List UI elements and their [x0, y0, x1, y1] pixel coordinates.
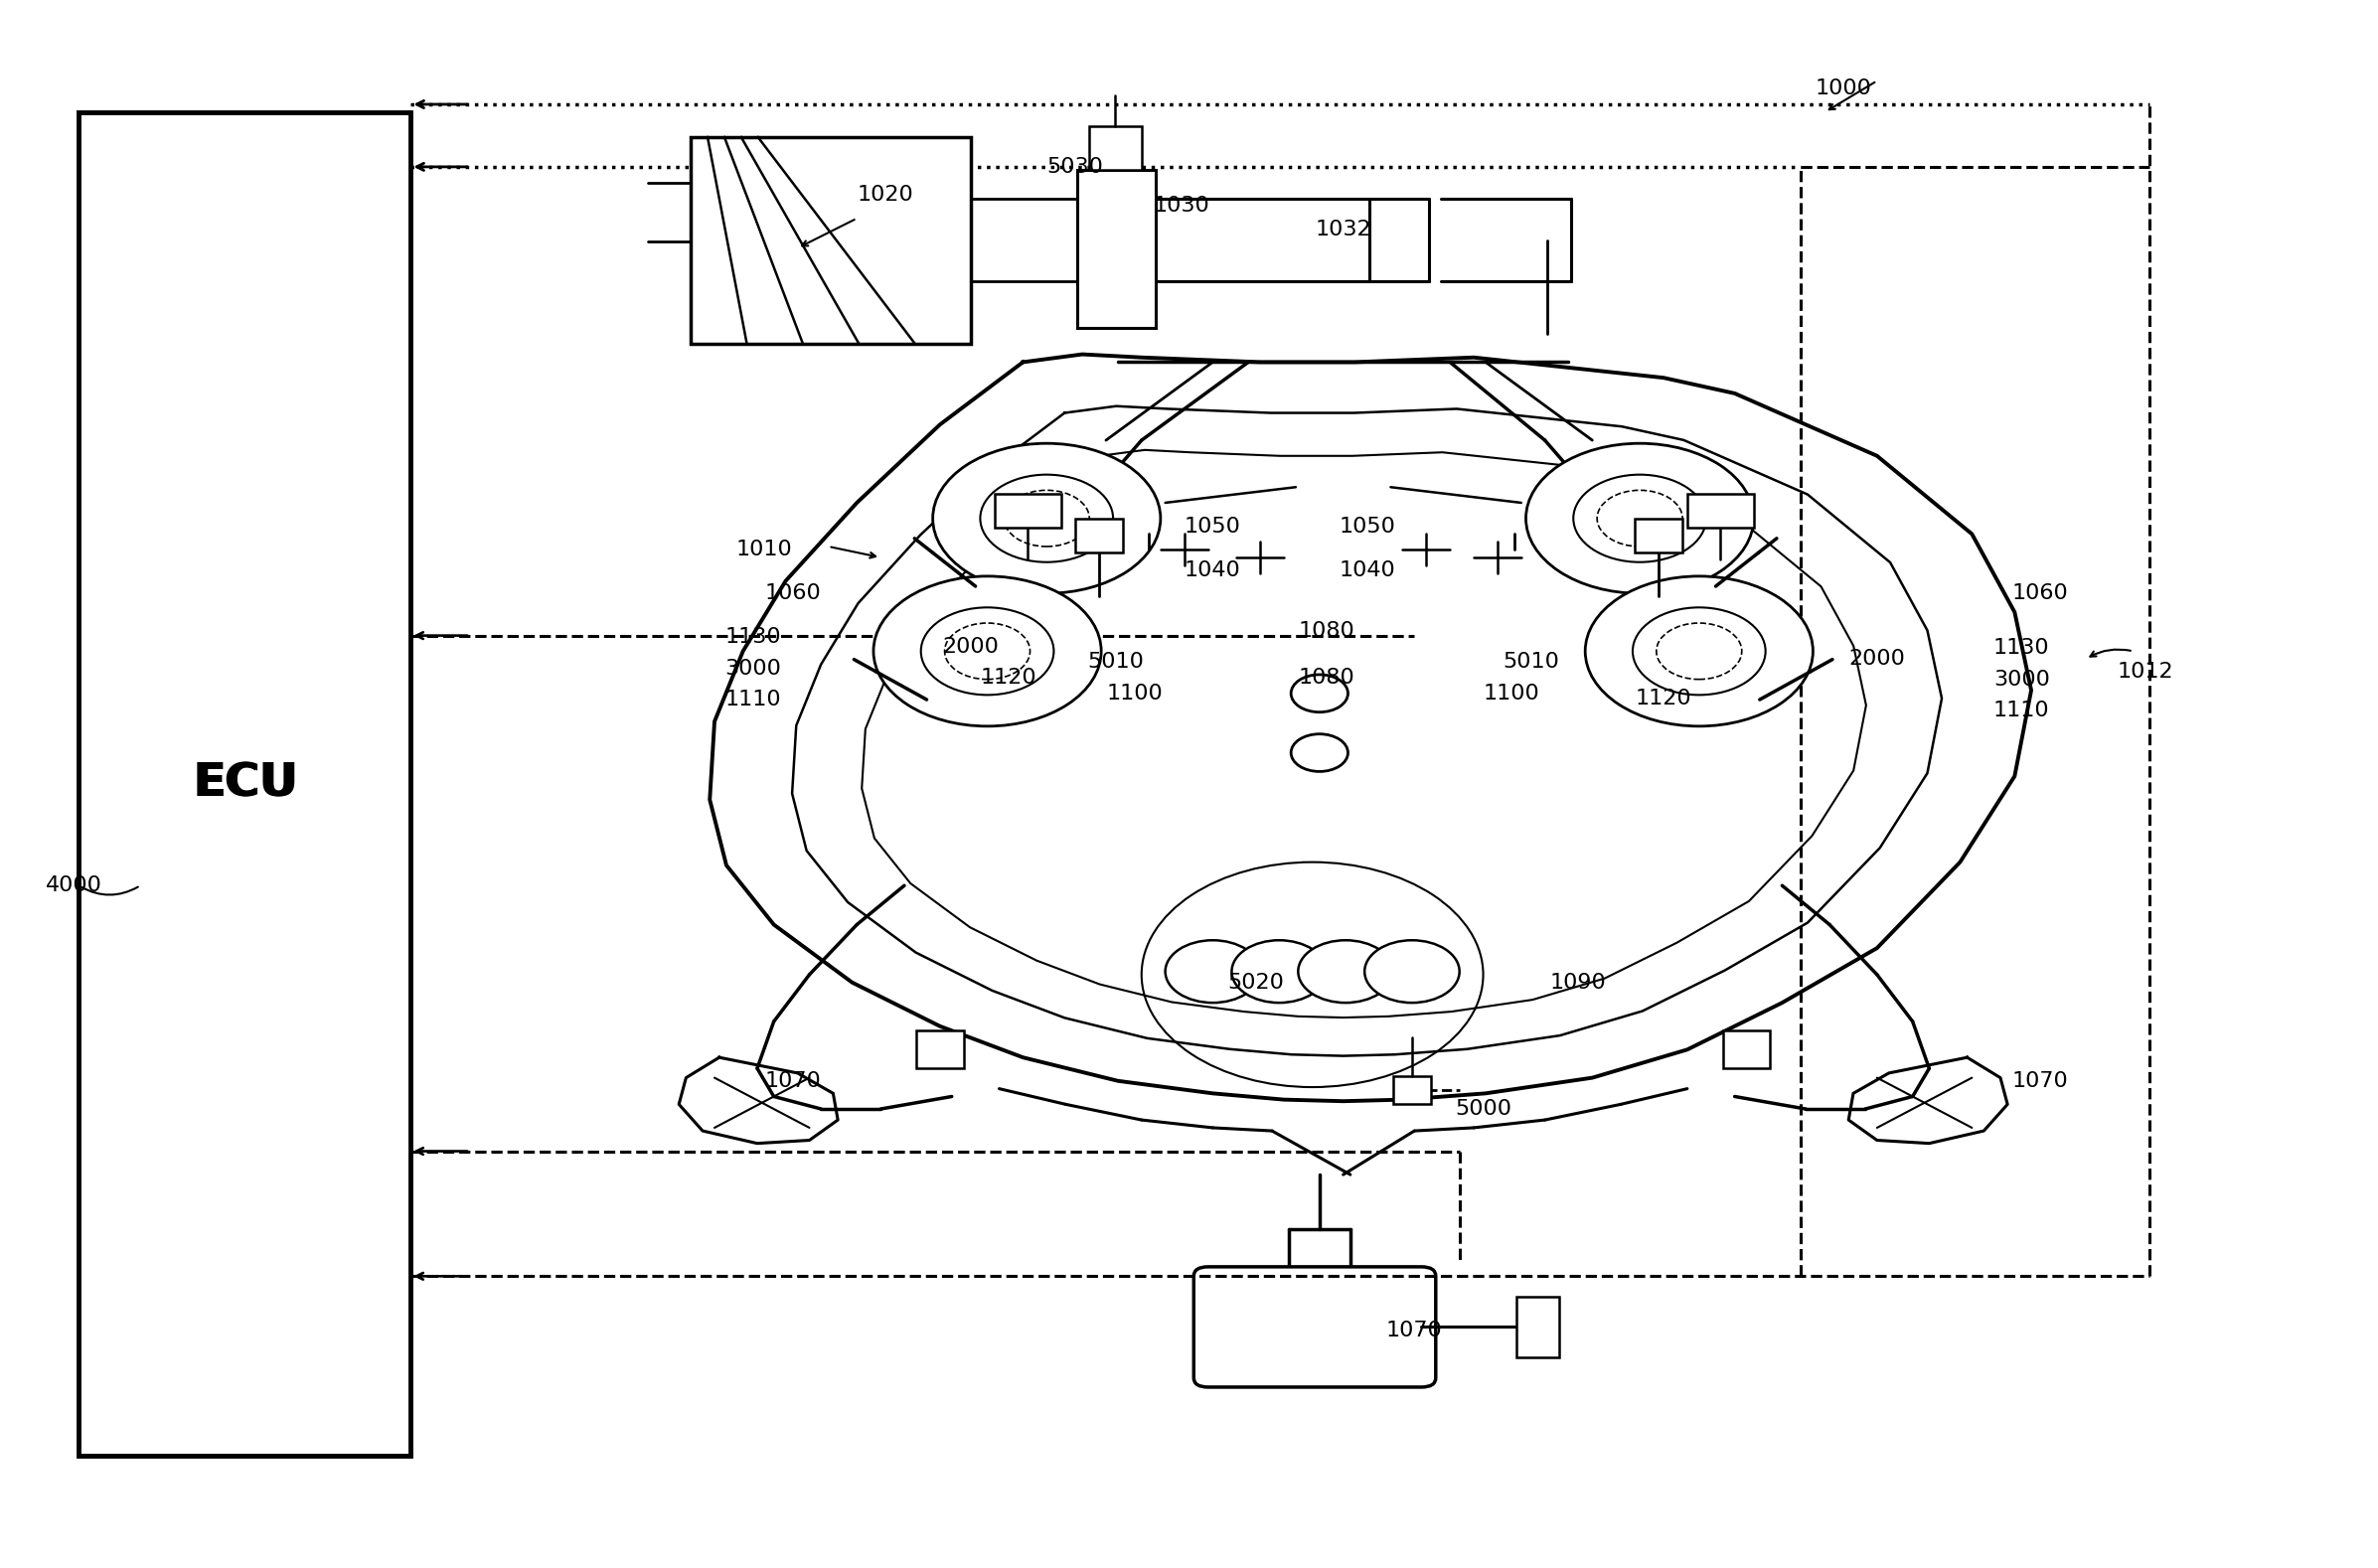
Text: 1040: 1040 — [1184, 560, 1241, 580]
Text: 1070: 1070 — [1386, 1320, 1443, 1341]
Text: 1120: 1120 — [980, 668, 1037, 688]
Text: 1130: 1130 — [1993, 638, 2050, 659]
Text: 2000: 2000 — [1848, 649, 1905, 670]
Text: 1100: 1100 — [1106, 684, 1163, 704]
Bar — [994, 494, 1061, 528]
Text: 1000: 1000 — [1814, 78, 1871, 99]
Bar — [1075, 519, 1122, 554]
Circle shape — [932, 444, 1160, 593]
Text: 1012: 1012 — [2116, 662, 2173, 682]
Text: 1060: 1060 — [2012, 583, 2069, 604]
Text: 1020: 1020 — [856, 185, 913, 205]
Text: 5010: 5010 — [1087, 652, 1144, 673]
Text: 1090: 1090 — [1550, 972, 1605, 993]
Text: 1100: 1100 — [1484, 684, 1541, 704]
Circle shape — [1634, 607, 1764, 695]
Text: 1040: 1040 — [1339, 560, 1396, 580]
Circle shape — [873, 575, 1101, 726]
Text: 1010: 1010 — [737, 539, 792, 560]
Circle shape — [1291, 734, 1348, 771]
Text: 3000: 3000 — [725, 659, 780, 679]
Bar — [1636, 519, 1684, 554]
Text: 1060: 1060 — [766, 583, 820, 604]
Bar — [1394, 1076, 1432, 1104]
Bar — [1077, 171, 1156, 328]
Text: 1050: 1050 — [1339, 516, 1396, 536]
Bar — [78, 113, 411, 1455]
Text: 1032: 1032 — [1315, 220, 1372, 240]
Circle shape — [1527, 444, 1753, 593]
Text: 1120: 1120 — [1636, 688, 1691, 709]
Text: 5030: 5030 — [1046, 157, 1103, 177]
Text: 4000: 4000 — [45, 875, 102, 895]
Circle shape — [1165, 941, 1260, 1004]
Bar — [1722, 1030, 1769, 1068]
Circle shape — [1574, 475, 1705, 561]
Text: 1030: 1030 — [1153, 196, 1210, 216]
Bar — [1517, 1297, 1560, 1358]
Bar — [1089, 127, 1141, 171]
Text: ECU: ECU — [195, 762, 300, 806]
Circle shape — [920, 607, 1053, 695]
Circle shape — [980, 475, 1113, 561]
Text: 1080: 1080 — [1298, 621, 1355, 641]
Text: 1070: 1070 — [766, 1071, 820, 1091]
Circle shape — [1586, 575, 1812, 726]
FancyBboxPatch shape — [1194, 1267, 1436, 1388]
Text: 3000: 3000 — [1993, 670, 2050, 690]
Text: 5010: 5010 — [1503, 652, 1560, 673]
Circle shape — [1232, 941, 1327, 1004]
Text: 1080: 1080 — [1298, 668, 1355, 688]
Circle shape — [1298, 941, 1394, 1004]
Bar — [690, 136, 970, 343]
Text: ECU: ECU — [193, 762, 297, 806]
Text: 1130: 1130 — [725, 627, 780, 648]
Bar — [1688, 494, 1753, 528]
Circle shape — [1365, 941, 1460, 1004]
Text: 5020: 5020 — [1227, 972, 1284, 993]
Circle shape — [1291, 674, 1348, 712]
Text: 5000: 5000 — [1455, 1099, 1512, 1120]
Text: 1110: 1110 — [725, 690, 780, 710]
Text: 1070: 1070 — [2012, 1071, 2069, 1091]
Bar — [916, 1030, 963, 1068]
Text: 2000: 2000 — [942, 637, 999, 657]
Text: 1110: 1110 — [1993, 701, 2050, 721]
Text: 1050: 1050 — [1184, 516, 1241, 536]
